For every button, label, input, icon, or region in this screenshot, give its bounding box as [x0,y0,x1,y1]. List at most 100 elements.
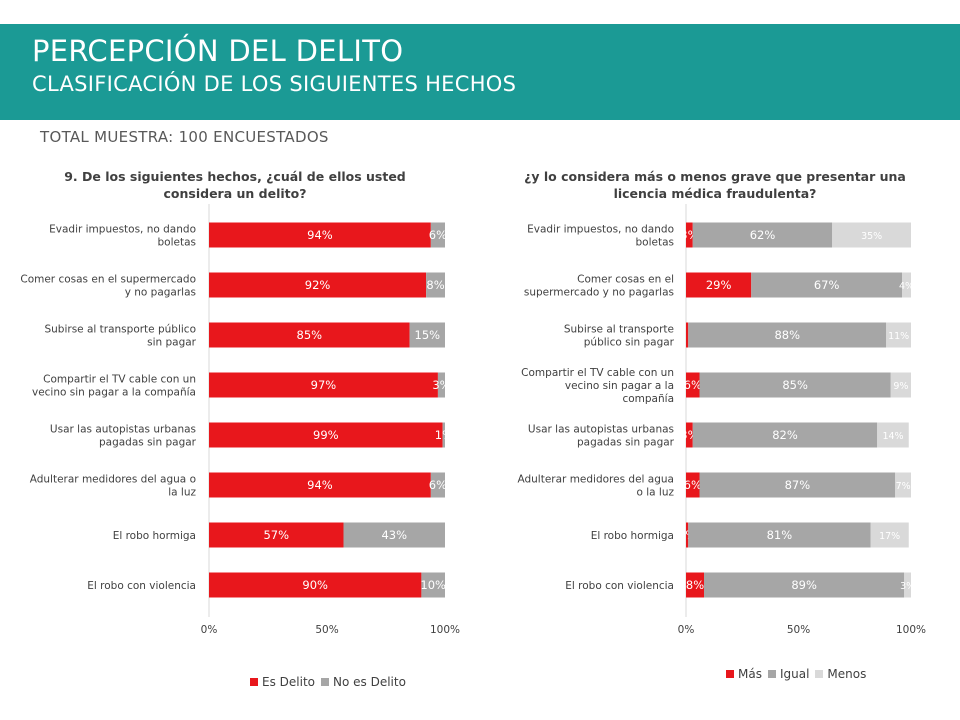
chart1-bar-es-delito [209,522,344,548]
chart2-legend-label: Igual [779,667,810,681]
chart2-bar-más [686,322,689,348]
page-subtitle: CLASIFICACIÓN DE LOS SIGUIENTES HECHOS [32,72,517,96]
chart1-data-label: 15% [415,328,441,342]
chart2-bar-menos [895,472,911,498]
chart1-bar-es-delito [209,222,431,248]
chart2-legend: Más Igual Menos [726,667,872,681]
sample-size-label: TOTAL MUESTRA: 100 ENCUESTADOS [40,128,329,146]
chart2-bar-más [686,572,704,598]
chart2-data-label: 4% [899,281,914,292]
chart1-bar-es-delito [209,572,422,598]
chart1-bar-es-delito [209,472,431,498]
chart2-data-label: 35% [861,231,882,242]
chart2-bar-menos [890,372,911,398]
chart2-data-label: 62% [750,228,776,242]
chart1-data-label: 8% [426,278,444,292]
chart2-bar-igual [688,522,871,548]
chart2-category-label: El robo hormiga [591,530,674,542]
chart1-data-label: 94% [307,228,333,242]
chart2-bar-igual [699,372,891,398]
chart1-legend-swatch [321,678,329,686]
chart2-bar-igual [699,472,896,498]
header-banner [0,24,960,120]
chart1-title: 9. De los siguientes hechos, ¿cuál de el… [64,169,406,201]
chart1-bar-no-es-delito [426,272,445,298]
chart1-legend: Es Delito No es Delito [250,675,412,689]
chart2-category-label: Compartir el TV cable con un vecino sin p… [521,367,674,405]
chart2-data-label: 85% [782,378,808,392]
chart2-data-label: 14% [882,431,903,442]
chart1-bar-no-es-delito [442,422,445,448]
chart2-x-tick-label: 100% [896,624,926,636]
chart1-data-label: 6% [429,228,447,242]
chart2-bar-más [686,222,693,248]
chart1-legend-swatch [250,678,258,686]
chart2-legend-swatch [815,670,824,678]
chart1-bar-no-es-delito [437,372,445,398]
chart1-category-label: Adulterar medidores del agua o la luz [30,474,197,499]
chart2-data-label: 6% [684,378,702,392]
chart1-legend-label: Es Delito [262,675,315,689]
chart2-legend-item: Más [726,667,762,681]
chart2-bar-menos [877,422,909,448]
chart2-bar-más [686,522,689,548]
chart2-category-label: Subirse al transporte público sin pagar [564,324,675,349]
chart1-data-label: 6% [429,478,447,492]
chart1-data-label: 94% [307,478,333,492]
chart1-bar-es-delito [209,272,427,298]
chart1-legend-item: Es Delito [250,675,315,689]
chart1-data-label: 10% [420,578,446,592]
chart1-x-tick-label: 50% [315,624,338,636]
chart1-category-label: El robo hormiga [113,530,196,542]
chart2-data-label: 87% [785,478,811,492]
chart1-data-label: 85% [297,328,323,342]
chart2-bar-más [686,422,693,448]
chart2-data-label: 82% [772,428,798,442]
chart2-bar-igual [751,272,902,298]
chart2-data-label: 29% [706,278,732,292]
chart1-category-label: Evadir impuestos, no dando boletas [49,224,196,249]
chart2-data-label: 6% [684,478,702,492]
chart2-bar-menos [902,272,911,298]
chart2-bar-menos [870,522,909,548]
chart1-bar-no-es-delito [430,222,445,248]
chart2-bar-más [686,272,752,298]
chart2-legend-label: Más [738,667,762,681]
chart1-data-label: 97% [311,378,337,392]
chart2-bar-igual [692,422,878,448]
chart2-category-label: Evadir impuestos, no dando boletas [527,224,674,249]
chart2-data-label: 11% [888,331,909,342]
chart2-legend-item: Menos [815,667,866,681]
chart1-category-label: Usar las autopistas urbanas pagadas sin p… [50,424,197,449]
chart2-bar-menos [886,322,911,348]
chart2-legend-label: Menos [827,667,867,681]
chart2-legend-swatch [767,670,776,678]
chart2-data-label: 3% [900,581,915,592]
chart1-legend-item: No es Delito [321,675,406,689]
chart1-bar-no-es-delito [409,322,445,348]
chart2-data-label: 7% [896,481,911,492]
chart2-category-label: Usar las autopistas urbanas pagadas sin p… [528,424,675,449]
chart2-legend-item: Igual [767,667,810,681]
chart2-data-label: 89% [791,578,817,592]
chart1-data-label: 92% [305,278,331,292]
chart1-data-label: 3% [432,378,450,392]
chart1-data-label: 1% [435,428,453,442]
chart2-bar-igual [692,222,833,248]
chart2-data-label: 88% [774,328,800,342]
chart2-data-label: 8% [686,578,704,592]
chart1-svg: 0% 50% 100% Evadir impuestos, no dando bolet… [20,204,460,636]
chart1-data-label: 90% [302,578,328,592]
chart1-bar-es-delito [209,422,443,448]
chart1-category-label: Subirse al transporte público sin pagar [44,324,196,349]
chart1-data-label: 43% [381,528,407,542]
chart2-category-label: Comer cosas en el supermercado y no pagar… [524,274,674,299]
chart1-x-tick-label: 100% [430,624,460,636]
chart1-data-label: 57% [263,528,289,542]
chart2-svg: 0% 50% 100% Evadir impuestos, no dando bolet… [517,204,926,636]
chart1-category-label: Comer cosas en el supermercado y no pagar… [20,274,196,299]
chart2-bar-más [686,372,700,398]
chart1-category-label: El robo con violencia [87,580,196,592]
page-title: PERCEPCIÓN DEL DELITO [32,34,404,68]
chart2-bar-más [686,472,700,498]
